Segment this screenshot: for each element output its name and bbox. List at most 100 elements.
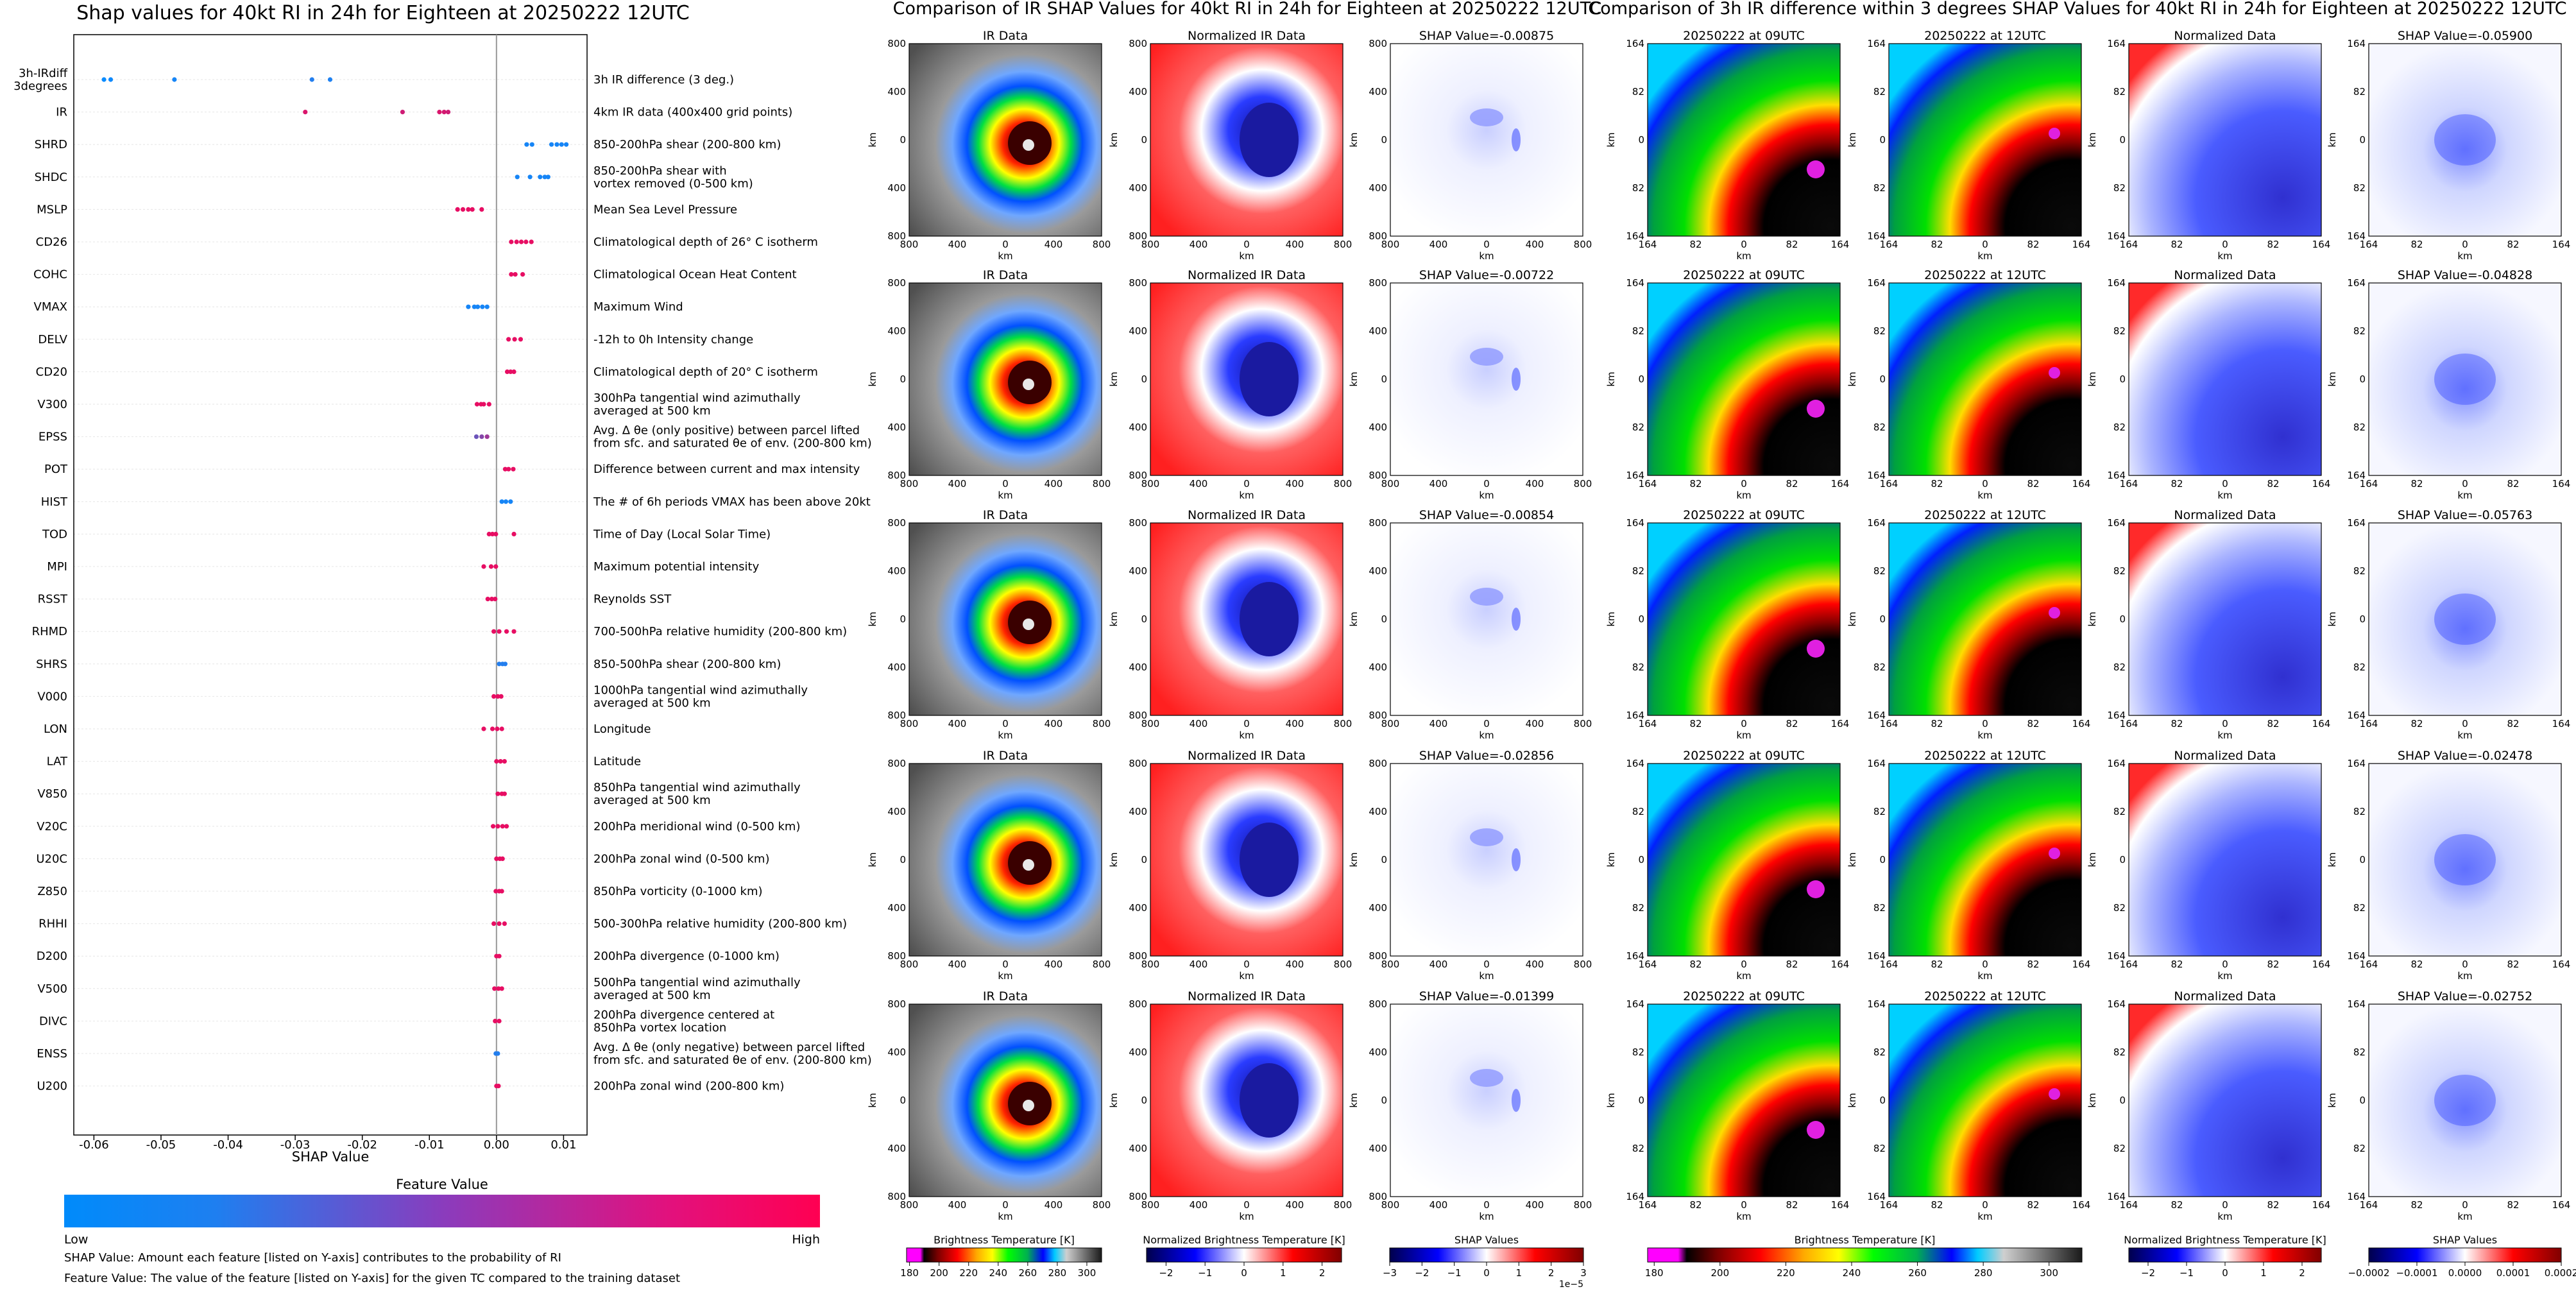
panel-image xyxy=(1889,1004,2081,1197)
feature-description: 850hPa tangential wind azimuthally averag… xyxy=(593,781,801,807)
x-tick-label: 400 xyxy=(1190,959,1208,970)
feature-label: LON xyxy=(44,722,67,736)
colorbar: Normalized Brightness Temperature [K] −2 −… xyxy=(1143,1234,1345,1279)
shap-point xyxy=(506,337,511,342)
panel-title: 20250222 at 12UTC xyxy=(1924,989,2046,1003)
x-tick-label: 0 xyxy=(2462,478,2468,490)
shap-point xyxy=(474,402,480,407)
colorbar-tick-label: −0.0001 xyxy=(2396,1267,2437,1279)
y-tick-label: 164 xyxy=(2107,470,2126,481)
x-tick-label: 82 xyxy=(1786,1199,1798,1211)
feature-descriptions: 3h IR difference (3 deg.) 4km IR data (40… xyxy=(593,73,872,1093)
panel-title: 20250222 at 12UTC xyxy=(1924,508,2046,522)
shap-feature-blob xyxy=(2434,1075,2496,1126)
feature-description: Time of Day (Local Solar Time) xyxy=(593,527,771,541)
x-axis-label: km xyxy=(1239,250,1254,262)
x-axis-label: km xyxy=(998,730,1012,741)
feature-label: 3h-IRdiff 3degrees xyxy=(13,67,68,93)
shap-point xyxy=(441,110,447,115)
y-tick-label: 0 xyxy=(1141,373,1147,385)
y-tick-label: 400 xyxy=(887,565,906,577)
x-tick-label: 800 xyxy=(1141,718,1160,730)
x-tick-label: 800 xyxy=(900,718,919,730)
x-tick-label: 82 xyxy=(2267,718,2279,730)
y-tick-label: 0 xyxy=(1141,1095,1147,1106)
shap-point xyxy=(108,77,114,82)
x-tick-label: 0 xyxy=(1483,718,1490,730)
x-axis-label: km xyxy=(1736,970,1751,982)
y-tick-label: 400 xyxy=(887,1143,906,1154)
panel-image xyxy=(909,523,1102,715)
panel-frame xyxy=(1150,282,1343,476)
shap-point xyxy=(496,1084,501,1089)
y-tick-label: 164 xyxy=(2347,1191,2366,1202)
panel-title: SHAP Value=-0.00722 xyxy=(1419,268,1554,282)
colorbar: SHAP Values −3 −2 −1 0 1 2 31e−5 xyxy=(1383,1234,1587,1289)
shap-point xyxy=(502,791,507,796)
shap-point xyxy=(499,694,504,699)
colorbar-tick-label: 180 xyxy=(1645,1267,1664,1279)
y-axis-label: km xyxy=(1108,371,1120,386)
feature-label: ENSS xyxy=(37,1047,67,1061)
colorbar-title: Normalized Brightness Temperature [K] xyxy=(1143,1234,1345,1246)
storm-center xyxy=(1807,160,1825,178)
y-tick-label: 800 xyxy=(1369,998,1387,1010)
feature-label: RHMD xyxy=(32,625,67,638)
image-panel: Normalized Data1641648282008282164164kmk… xyxy=(2086,749,2330,982)
y-tick-label: 82 xyxy=(2113,1143,2126,1154)
y-tick-label: 0 xyxy=(900,373,906,385)
y-tick-label: 0 xyxy=(1381,134,1387,146)
shap-point xyxy=(518,239,524,244)
shap-point xyxy=(512,337,517,342)
shap-point xyxy=(479,434,484,440)
x-tick-label: 82 xyxy=(2507,239,2519,250)
colorbar-tick-label: 240 xyxy=(989,1267,1007,1279)
shap-point xyxy=(479,207,484,212)
colorbar-gradient xyxy=(2128,1247,2322,1263)
panel-title: Normalized IR Data xyxy=(1188,508,1306,522)
feature-label: Z850 xyxy=(37,885,67,898)
x-tick-label: 800 xyxy=(1093,718,1111,730)
x-tick-label: 800 xyxy=(900,239,919,250)
shap-point xyxy=(493,531,499,537)
y-tick-label: 82 xyxy=(1632,325,1644,337)
x-tick-label: 82 xyxy=(1931,1199,1943,1211)
y-axis-label: km xyxy=(2086,1093,2098,1107)
x-axis-label: km xyxy=(1977,1211,1992,1222)
y-tick-label: 800 xyxy=(887,710,906,721)
panel-frame xyxy=(1390,1003,1583,1197)
storm-center xyxy=(2049,607,2060,619)
y-tick-label: 0 xyxy=(1381,613,1387,625)
shap-point xyxy=(493,597,498,602)
shap-feature-blob xyxy=(2434,354,2496,405)
y-tick-label: 164 xyxy=(2347,470,2366,481)
y-tick-label: 0 xyxy=(900,1095,906,1106)
x-tick-label: 82 xyxy=(1931,959,1943,970)
y-tick-label: 164 xyxy=(2347,277,2366,289)
x-tick-label: 400 xyxy=(1429,1199,1448,1211)
x-tick-label: 82 xyxy=(2507,1199,2519,1211)
feature-label: DELV xyxy=(38,333,67,346)
x-tick-label: 164 xyxy=(1831,1199,1850,1211)
y-axis-label: km xyxy=(1348,1093,1360,1107)
y-tick-label: 800 xyxy=(887,277,906,289)
y-axis-label: km xyxy=(2086,852,2098,867)
shap-point xyxy=(514,239,519,244)
feature-label: V850 xyxy=(37,787,67,801)
y-tick-label: 164 xyxy=(1867,277,1886,289)
shap-point xyxy=(511,531,516,537)
shap-point xyxy=(303,110,308,115)
y-tick-label: 164 xyxy=(1626,517,1644,529)
colorbar-tick-label: −2 xyxy=(1415,1267,1429,1279)
x-tick-label: 400 xyxy=(1526,1199,1544,1211)
y-axis-label: km xyxy=(2326,611,2338,626)
panel-image xyxy=(1889,283,2081,475)
y-tick-label: 82 xyxy=(1873,422,1886,433)
y-tick-label: 0 xyxy=(2359,1095,2366,1106)
y-tick-label: 0 xyxy=(2119,854,2126,866)
y-tick-label: 82 xyxy=(1632,422,1644,433)
y-axis-label: km xyxy=(2326,371,2338,386)
image-panel: Normalized Data1641648282008282164164kmk… xyxy=(2086,29,2330,262)
